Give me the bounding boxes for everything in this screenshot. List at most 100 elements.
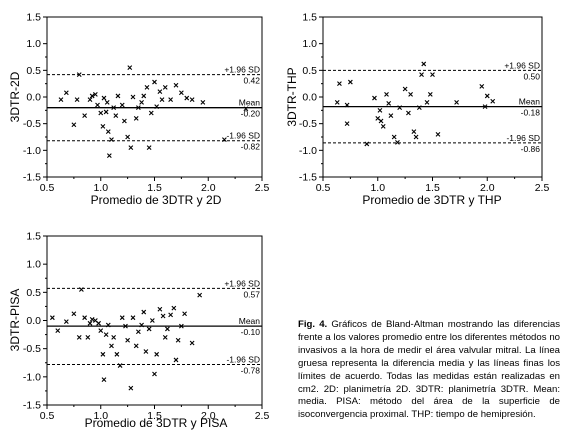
data-point — [380, 123, 386, 129]
data-point — [157, 306, 163, 312]
data-point — [406, 110, 411, 116]
y-tick-label: 1.0 — [26, 259, 41, 271]
data-point — [178, 90, 184, 96]
data-point — [402, 86, 408, 92]
data-point — [139, 322, 144, 328]
data-point — [119, 102, 125, 108]
y-tick-label: 1.5 — [302, 12, 317, 24]
upper-sd-value: 0.57 — [243, 289, 260, 299]
data-point — [135, 329, 141, 335]
x-tick-label: 1.5 — [425, 182, 440, 194]
data-point — [378, 118, 384, 124]
upper-sd-label: +1.96 SD — [224, 278, 260, 288]
y-axis-title: 3DTR-2D — [8, 71, 22, 122]
lower-sd-label: -1.96 SD — [226, 131, 260, 141]
data-point — [135, 105, 141, 111]
data-point — [87, 320, 93, 326]
data-point — [89, 93, 95, 99]
panel-3dtr-2d: 1.51.00.50.0-0.5-1.0-1.50.5 1.0 1.5 2.0 2.5P… — [8, 12, 269, 208]
plot-frame — [46, 16, 263, 178]
data-point — [157, 89, 163, 95]
data-point — [103, 109, 109, 115]
y-tick-label: 0.5 — [26, 65, 41, 77]
data-point — [344, 121, 350, 127]
y-tick-label: 1.0 — [26, 38, 41, 50]
y-tick-label: 1.5 — [26, 12, 41, 24]
data-point — [146, 145, 152, 151]
x-tick-label: 1.0 — [93, 182, 108, 194]
data-point — [76, 72, 82, 77]
lower-sd-value: -0.78 — [241, 365, 261, 375]
data-point — [82, 113, 88, 119]
mean-label: Mean — [239, 98, 261, 108]
data-point — [63, 319, 69, 325]
data-point — [63, 90, 69, 96]
data-point — [152, 371, 157, 377]
data-point — [189, 340, 195, 346]
data-point — [490, 98, 496, 104]
data-point — [85, 335, 91, 340]
data-point — [160, 313, 166, 319]
data-point — [114, 351, 120, 357]
x-tick-label: 0.5 — [316, 182, 331, 194]
data-point — [133, 115, 139, 121]
y-tick-label: -1.0 — [23, 145, 41, 157]
data-point — [49, 315, 55, 321]
data-point — [154, 104, 160, 109]
data-point — [162, 85, 168, 90]
data-point — [109, 343, 114, 349]
x-tick-label: 2.5 — [255, 182, 270, 194]
lower-sd-label: -1.96 SD — [226, 354, 260, 364]
y-tick-label: 0.0 — [26, 315, 41, 327]
data-point — [130, 94, 136, 100]
data-point — [419, 72, 424, 77]
data-point — [347, 79, 353, 85]
panel-3dtr-thp: 1.51.00.50.0-0.5-1.0-1.50.5 1.0 1.5 2.0 2.5P… — [285, 12, 549, 208]
data-point — [146, 326, 152, 332]
data-point — [122, 118, 127, 124]
data-point — [82, 315, 88, 321]
data-point — [337, 81, 342, 87]
data-point — [115, 93, 121, 99]
data-point — [421, 61, 427, 67]
data-point — [484, 93, 490, 99]
data-point — [149, 318, 155, 323]
data-point — [197, 292, 203, 298]
data-point — [71, 311, 77, 317]
x-tick-label: 0.5 — [40, 182, 55, 194]
y-tick-label: -1.5 — [299, 172, 317, 184]
data-point — [92, 91, 98, 97]
y-tick-label: 1.0 — [302, 38, 317, 50]
data-point — [430, 72, 435, 77]
x-tick-label: 2.0 — [201, 182, 216, 194]
data-point — [133, 343, 139, 349]
y-tick-label: -1.0 — [299, 145, 317, 157]
data-point — [384, 91, 389, 97]
data-point — [154, 351, 160, 357]
data-point — [104, 99, 110, 105]
y-tick-label: 0.0 — [302, 92, 317, 104]
data-point — [364, 141, 370, 147]
caption-label: Fig. 4. — [298, 319, 328, 330]
y-tick-label: -0.5 — [299, 118, 317, 130]
data-point — [454, 99, 459, 105]
data-point — [184, 95, 190, 101]
data-point — [411, 129, 417, 135]
data-point — [119, 315, 125, 321]
data-point — [189, 97, 195, 103]
data-point — [89, 316, 95, 322]
data-point — [427, 91, 433, 97]
data-point — [106, 153, 112, 159]
data-point — [168, 97, 174, 103]
data-point — [103, 332, 109, 337]
data-point — [397, 105, 403, 111]
data-point — [87, 97, 93, 103]
data-point — [377, 107, 383, 113]
data-point — [74, 97, 80, 103]
data-point — [165, 326, 170, 332]
upper-sd-label: +1.96 SD — [224, 65, 260, 75]
data-point — [71, 122, 77, 128]
y-tick-label: -1.5 — [23, 172, 41, 184]
data-point — [105, 129, 111, 135]
